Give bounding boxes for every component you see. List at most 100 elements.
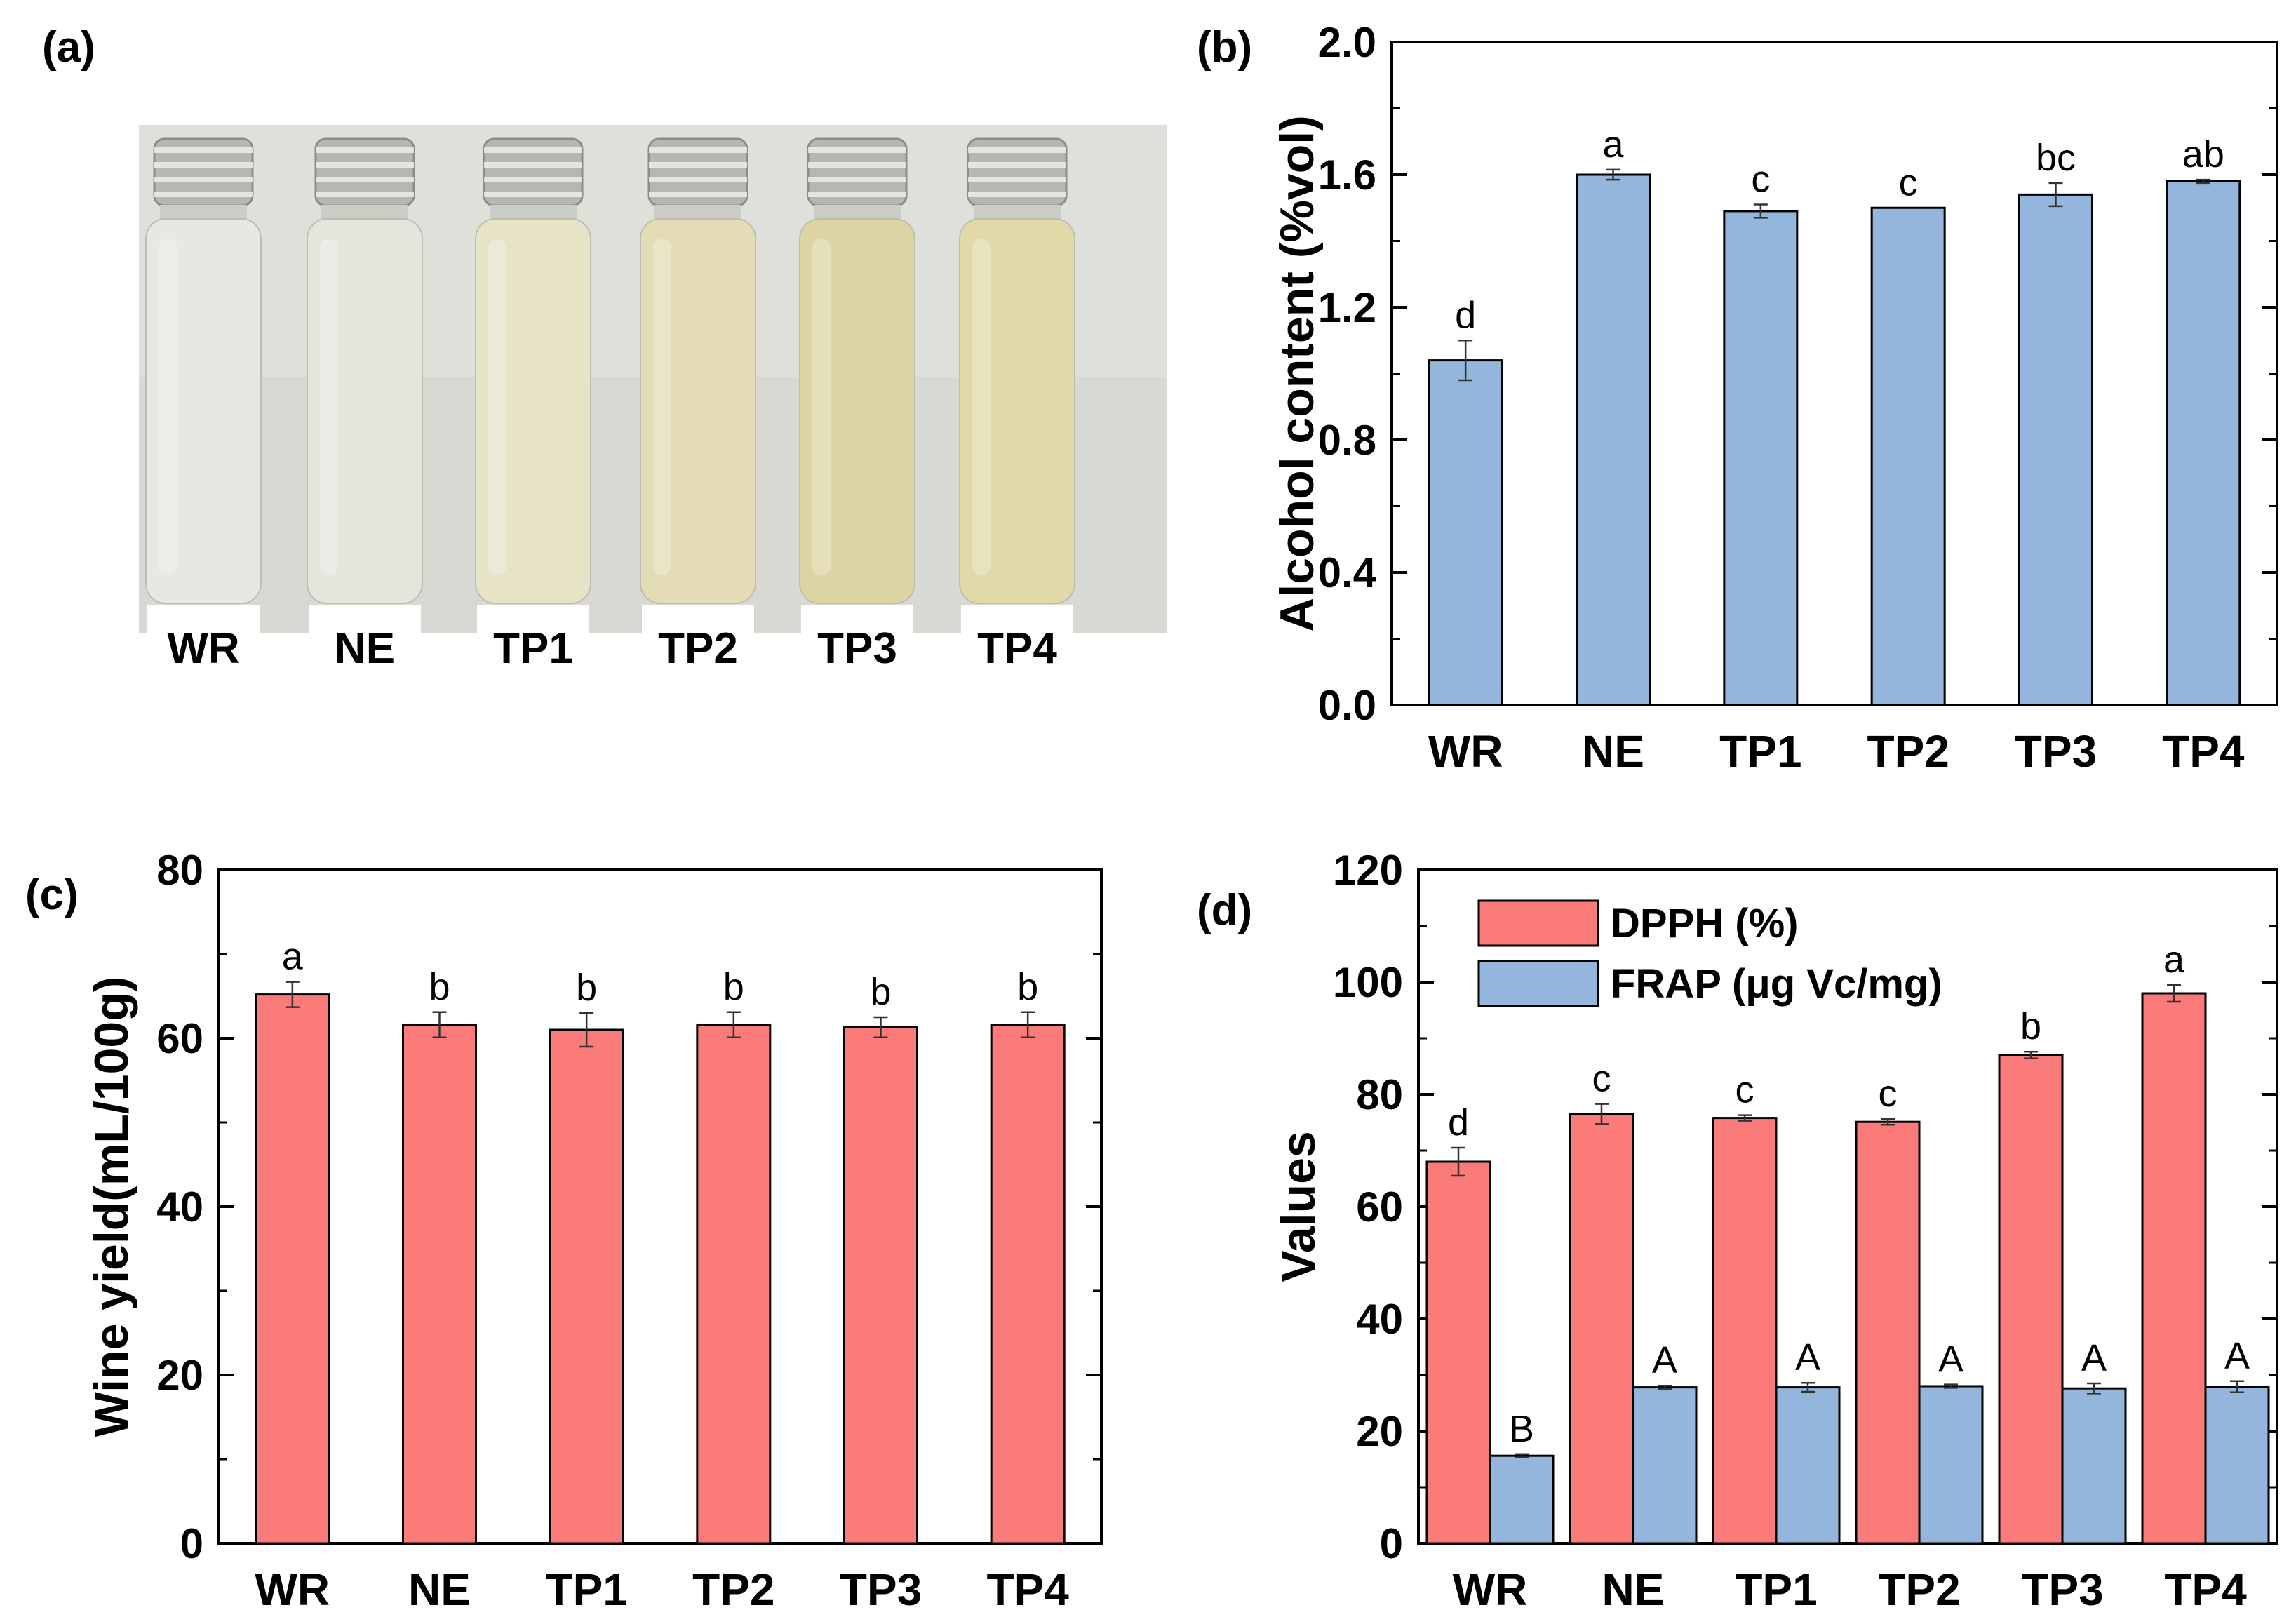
vial-cap-ridge	[808, 177, 906, 182]
sig-letter: B	[1509, 1408, 1534, 1450]
x-tick-label-tp1: TP1	[545, 1564, 627, 1610]
y-tick-label: 2.0	[1318, 19, 1376, 66]
sig-letter: d	[1455, 294, 1476, 336]
y-axis-title: Values	[1272, 1131, 1325, 1282]
panel-b-letter: (b)	[1197, 23, 1252, 72]
vial-tp1: TP1	[475, 137, 591, 673]
vial-cap-ridge	[484, 147, 582, 153]
bar-s0-tp1	[1712, 1117, 1778, 1545]
vial-neck	[814, 205, 901, 220]
sig-letter: A	[1795, 1336, 1820, 1378]
y-tick-label: 120	[1333, 847, 1403, 894]
vial-wr: WR	[145, 137, 262, 673]
vial-glare	[488, 239, 506, 575]
vial-cap-ridge	[649, 147, 747, 153]
x-tick-label-tp2: TP2	[1878, 1564, 1960, 1610]
vial-cap-ridge	[808, 147, 906, 153]
x-tick-label-tp3: TP3	[840, 1564, 922, 1610]
bar-ne	[1576, 173, 1651, 706]
sig-letter: A	[1938, 1339, 1963, 1381]
vial-cap-ridge	[968, 177, 1066, 182]
vial-cap-ridge	[649, 192, 747, 197]
legend-swatch-0	[1477, 899, 1599, 947]
vial-body	[307, 218, 423, 604]
panel-d-letter: (d)	[1197, 886, 1252, 934]
bar-s0-tp3	[1998, 1054, 2064, 1545]
x-tick-label-wr: WR	[255, 1564, 330, 1610]
vial-tp4: TP4	[959, 137, 1075, 673]
vial-cap-ridge	[808, 192, 906, 197]
panel-a-letter: (a)	[42, 23, 95, 72]
vial-cap-ridge	[316, 147, 414, 153]
vial-ne: NE	[307, 137, 423, 673]
plot-frame	[1390, 41, 2278, 706]
vial-cap-ridge	[154, 192, 253, 197]
y-tick-label: 60	[1356, 1183, 1403, 1230]
vial-neck	[654, 205, 741, 220]
bar-s0-tp4	[2141, 992, 2207, 1545]
vials-group: WR NE TP1 TP2 TP3 TP4	[145, 137, 1075, 673]
x-tick-label-tp2: TP2	[692, 1564, 774, 1610]
x-tick-label-tp2: TP2	[1867, 726, 1949, 777]
vial-cap-ridge	[649, 162, 747, 168]
vial-neck	[160, 205, 247, 220]
bar-wr	[1428, 359, 1503, 706]
bar-tp1	[549, 1028, 624, 1545]
vial-cap-ridge	[316, 192, 414, 197]
y-tick-label: 80	[1356, 1071, 1403, 1118]
legend-label-1: FRAP (μg Vc/mg)	[1611, 961, 1942, 1007]
bar-s1-tp3	[2061, 1387, 2127, 1545]
vial-label-strip	[801, 605, 913, 633]
vial-cap-ridge	[316, 177, 414, 182]
x-tick-label-tp1: TP1	[1735, 1564, 1817, 1610]
vial-cap-ridge	[154, 177, 253, 182]
sig-letter: b	[429, 966, 450, 1008]
y-tick-label: 80	[156, 847, 203, 894]
vial-cap-ridge	[649, 177, 747, 182]
chart-d-plot: 0 20 40 60 80 100 120 WR d B NE c A TP1 c A TP2 c A TP3 b A TP…	[1272, 847, 2278, 1610]
x-tick-label-tp4: TP4	[2162, 726, 2245, 777]
x-tick-label-ne: NE	[1602, 1564, 1665, 1610]
vial-label-ne: NE	[335, 624, 395, 673]
x-tick-label-wr: WR	[1453, 1564, 1528, 1610]
vial-cap-ridge	[484, 192, 582, 197]
bar-tp1	[1723, 210, 1799, 706]
vial-label-strip	[477, 605, 589, 633]
vial-cap-ridge	[154, 147, 253, 153]
vial-glare	[320, 239, 338, 575]
bar-tp3	[2018, 193, 2093, 706]
chart-b-plot: 0.0 0.4 0.8 1.2 1.6 2.0 WR d NE a TP1 c TP2 c TP3 bc TP4…	[1270, 19, 2278, 777]
bar-tp3	[843, 1026, 918, 1545]
sig-letter: c	[1736, 1069, 1754, 1111]
sig-letter: bc	[2036, 137, 2076, 179]
y-tick-label: 40	[156, 1183, 203, 1230]
y-axis-title: Wine yield(mL/100g)	[85, 977, 138, 1437]
vial-neck	[974, 205, 1061, 220]
y-tick-label: 40	[1356, 1296, 1403, 1343]
y-tick-label: 20	[1356, 1408, 1403, 1455]
vial-label-tp1: TP1	[493, 624, 573, 673]
panel-c-chart: (c) 0 20 40 60 80 WR a NE b TP1 b TP2 b TP3 b TP4 b Wine …	[25, 847, 1103, 1610]
y-tick-label: 0	[180, 1520, 203, 1567]
bar-tp2	[1870, 206, 1946, 706]
vial-cap-ridge	[316, 162, 414, 168]
vial-glare	[812, 239, 831, 575]
bar-ne	[402, 1024, 477, 1545]
x-tick-label-ne: NE	[1582, 726, 1644, 777]
sig-letter: A	[1652, 1339, 1677, 1381]
sig-letter: d	[1448, 1101, 1469, 1143]
sig-letter: b	[1017, 966, 1038, 1008]
sig-letter: a	[1602, 123, 1624, 166]
vial-body	[640, 218, 756, 604]
vial-glare	[159, 239, 177, 575]
y-tick-label: 20	[156, 1352, 203, 1399]
sig-letter: c	[1592, 1058, 1611, 1100]
vial-cap-ridge	[808, 162, 906, 168]
vial-label-tp4: TP4	[977, 624, 1057, 673]
x-tick-label-tp4: TP4	[986, 1564, 1069, 1610]
vial-cap-ridge	[154, 162, 253, 168]
panel-a-photo: (a) WR NE TP1 TP2 TP3 TP4	[42, 23, 1167, 673]
bar-s0-ne	[1569, 1113, 1634, 1545]
vial-cap-ridge	[484, 162, 582, 168]
